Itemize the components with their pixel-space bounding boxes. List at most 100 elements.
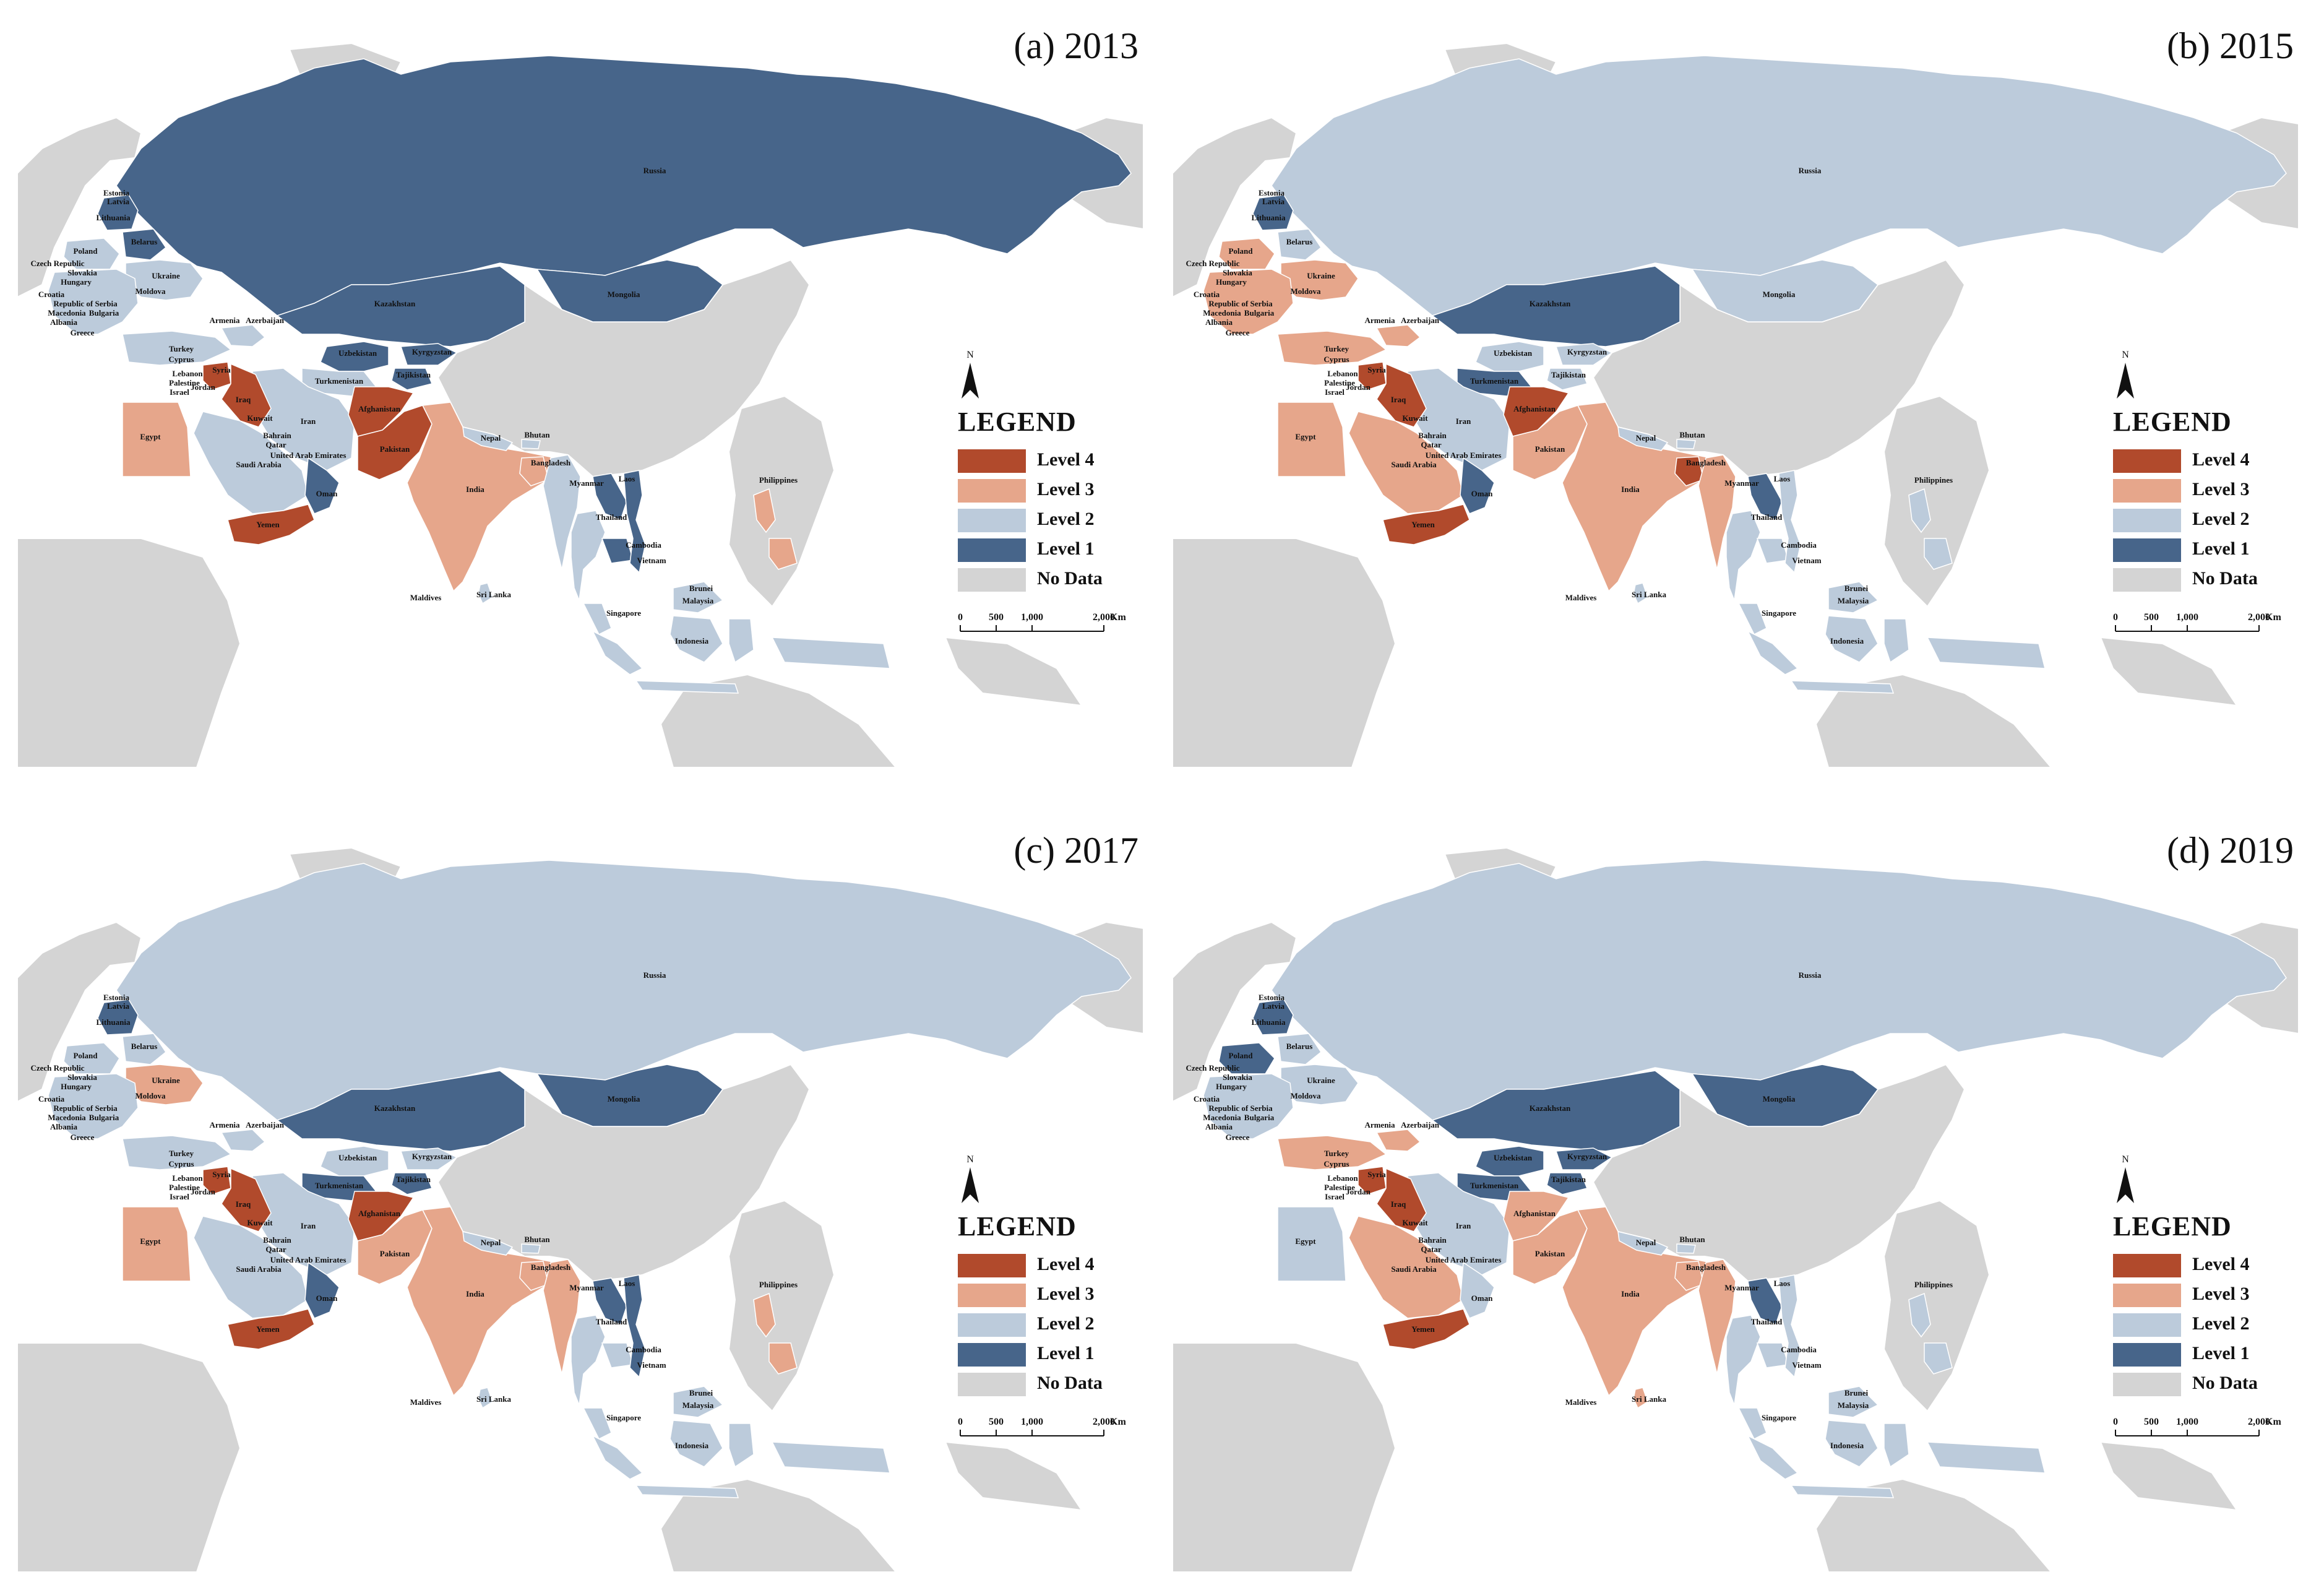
country-label-ukraine: Ukraine (1307, 1076, 1335, 1085)
north-arrow-icon: N (962, 1154, 979, 1203)
country-indonesia (592, 615, 890, 694)
country-label-tajikistan: Tajikistan (396, 370, 431, 379)
country-iran (1407, 1172, 1510, 1276)
country-label-moldova: Moldova (135, 1091, 166, 1100)
background-landmass (728, 395, 835, 608)
country-kazakhstan (1431, 1070, 1681, 1152)
country-label-myanmar: Myanmar (1724, 478, 1759, 488)
country-label-iraq: Iraq (236, 1199, 251, 1209)
country-philippines (753, 488, 798, 570)
legend-swatch (958, 1254, 1026, 1277)
country-label-cyprus: Cyprus (1323, 1159, 1349, 1168)
country-label-indonesia: Indonesia (675, 636, 709, 646)
country-label-philippines: Philippines (1914, 475, 1953, 485)
scale-tick-label: 500 (989, 1417, 1004, 1427)
country-label-iran: Iran (1456, 417, 1471, 426)
country-kazakhstan (276, 266, 525, 347)
scale-tick-label: 0 (958, 1417, 963, 1427)
country-label-indonesia: Indonesia (1830, 636, 1864, 646)
country-label-maldives: Maldives (1565, 1397, 1597, 1407)
country-bangladesh (1674, 1261, 1704, 1291)
country-label-qatar: Qatar (265, 440, 286, 449)
country-label-turkmenistan: Turkmenistan (315, 376, 364, 386)
country-balkans (48, 269, 139, 335)
country-syria (202, 361, 231, 391)
legend-swatch (958, 509, 1026, 532)
legend-title: LEGEND (958, 1211, 1077, 1242)
country-label-srilanka: Sri Lanka (476, 1394, 511, 1404)
legend-label: Level 4 (1037, 1254, 1095, 1274)
legend-swatch (2113, 1343, 2181, 1367)
country-label-belarus: Belarus (1286, 1042, 1313, 1051)
scale-unit: Km (1110, 1417, 1126, 1427)
legend-items: Level 4 Level 3 Level 2 Level 1 No Data (2113, 1251, 2292, 1400)
country-label-latvia: Latvia (107, 197, 130, 206)
country-label-lithuania: Lithuania (1252, 1017, 1286, 1027)
country-label-croatia: Croatia (38, 1094, 65, 1103)
country-label-laos: Laos (619, 1279, 635, 1288)
country-label-hungary: Hungary (1216, 1082, 1247, 1091)
scale-tick-label: 2,000 (1093, 612, 1115, 623)
country-afghanistan (1503, 386, 1570, 437)
background-landmass (17, 538, 241, 767)
country-label-pakistan: Pakistan (1535, 444, 1565, 454)
legend-label: Level 4 (1037, 449, 1095, 470)
country-label-egypt: Egypt (1295, 1237, 1316, 1246)
country-label-albania: Albania (1205, 1122, 1233, 1131)
choropleth-map: Russia Kazakhstan Mongolia Uzbekistan Turkme… (17, 42, 1143, 767)
country-label-thailand: Thailand (1751, 512, 1783, 522)
country-kyrgyzstan (1555, 1147, 1613, 1170)
background-landmass (944, 1441, 1083, 1511)
country-label-albania: Albania (50, 1122, 78, 1131)
country-label-maldives: Maldives (1565, 593, 1597, 602)
legend-item: Level 4 (958, 1251, 1137, 1281)
scale-tick-label: 500 (989, 612, 1004, 623)
legend-label: Level 1 (1037, 538, 1095, 559)
country-label-cambodia: Cambodia (626, 540, 661, 550)
country-label-egypt: Egypt (1295, 432, 1316, 441)
country-label-yemen: Yemen (256, 1324, 280, 1334)
country-label-vietnam: Vietnam (1792, 1360, 1821, 1370)
country-label-egypt: Egypt (140, 1237, 161, 1246)
country-label-latvia: Latvia (1262, 1001, 1285, 1011)
country-malaysia (582, 581, 724, 636)
country-label-brunei: Brunei (689, 1388, 713, 1397)
country-saudiarabia (193, 411, 309, 514)
country-label-india: India (466, 1289, 484, 1298)
legend-swatch (2113, 479, 2181, 503)
legend-swatch (958, 568, 1026, 592)
country-label-bahrain: Bahrain (263, 1235, 291, 1245)
background-landmass (17, 921, 142, 1103)
country-label-hungary: Hungary (61, 277, 92, 287)
country-label-uzbekistan: Uzbekistan (338, 1153, 377, 1162)
country-label-bhutan: Bhutan (1679, 1235, 1705, 1244)
country-iran (252, 368, 355, 471)
country-label-oman: Oman (1471, 489, 1493, 498)
country-label-slovakia: Slovakia (1223, 1073, 1252, 1082)
country-mongolia (1691, 259, 1879, 322)
legend-swatch (958, 479, 1026, 503)
country-label-iraq: Iraq (236, 395, 251, 404)
country-srilanka (478, 1387, 493, 1409)
country-baltics (97, 999, 139, 1035)
country-yemen (1382, 1308, 1470, 1350)
country-label-cambodia: Cambodia (1781, 1345, 1817, 1354)
country-oman (1460, 457, 1495, 514)
legend-item: Level 4 (2113, 1251, 2292, 1281)
country-turkey (122, 330, 232, 366)
country-label-myanmar: Myanmar (569, 478, 604, 488)
country-label-israel: Israel (170, 1192, 189, 1201)
country-nepal (1617, 426, 1669, 451)
country-label-nepal: Nepal (1636, 433, 1656, 443)
background-landmass (1173, 1342, 1397, 1572)
country-label-czech: Czech Republic (1186, 259, 1239, 268)
country-label-uae: United Arab Emirates (270, 451, 346, 460)
country-iraq (1376, 1167, 1427, 1232)
country-caucasus (1375, 324, 1421, 347)
background-landmass (944, 636, 1083, 707)
country-label-slovakia: Slovakia (67, 268, 97, 277)
country-belarus (122, 1033, 167, 1065)
north-label: N (2122, 350, 2129, 360)
legend-label: Level 2 (1037, 509, 1095, 529)
country-label-ukraine: Ukraine (1307, 271, 1335, 280)
